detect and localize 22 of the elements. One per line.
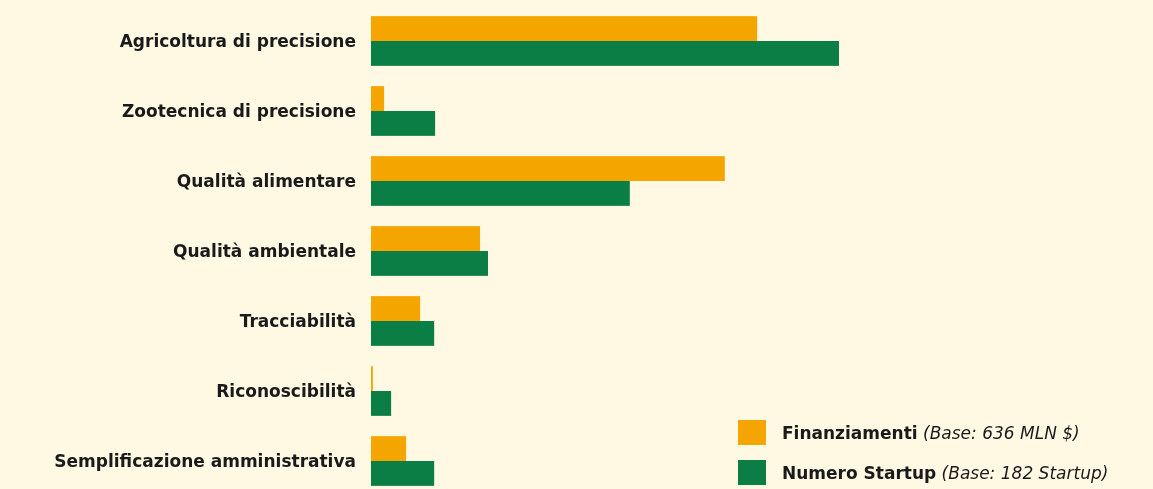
y-tick-label: Tracciabilità: [239, 310, 356, 331]
bar: [371, 461, 435, 486]
y-tick-label: Qualità ambientale: [173, 240, 356, 261]
y-tick-label: Agricoltura di precisione: [119, 30, 356, 51]
bar: [371, 391, 392, 416]
y-tick-label: Zootecnica di precisione: [122, 100, 356, 121]
bar: [371, 16, 758, 41]
bar: [371, 226, 481, 251]
bar: [371, 296, 421, 321]
bar: [371, 251, 488, 276]
y-tick-label: Riconoscibilità: [216, 380, 356, 401]
bar: [371, 436, 407, 461]
bar: [371, 111, 436, 136]
bar: [371, 321, 435, 346]
legend-label: Finanziamenti (Base: 636 MLN $): [782, 423, 1080, 443]
y-tick-label: Semplificazione amministrativa: [54, 450, 356, 471]
bar: [371, 86, 385, 111]
bar: [371, 181, 630, 206]
bar: [371, 41, 839, 66]
y-tick-label: Qualità alimentare: [176, 170, 356, 191]
bar: [371, 156, 725, 181]
legend-label: Numero Startup (Base: 182 Startup): [782, 463, 1109, 483]
